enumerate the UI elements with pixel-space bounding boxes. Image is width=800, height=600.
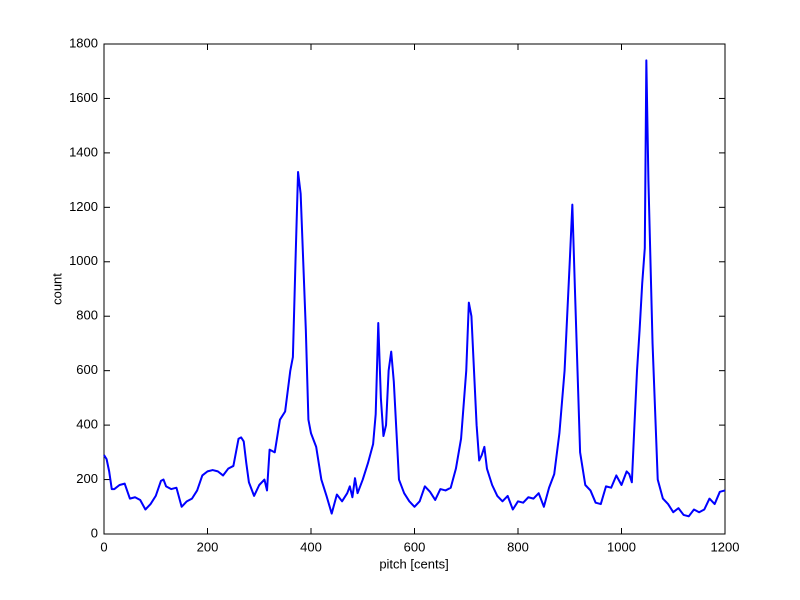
plot-area [103,43,726,535]
x-tick-label: 800 [507,539,529,554]
x-tick-label: 600 [404,539,426,554]
x-axis-label: pitch [cents] [379,556,448,571]
y-tick-label: 0 [91,525,98,540]
y-tick-label: 1800 [69,35,98,50]
y-tick-label: 200 [76,471,98,486]
x-tick-label: 200 [197,539,219,554]
y-tick-label: 1000 [69,253,98,268]
y-tick-label: 600 [76,362,98,377]
data-line [103,59,726,518]
y-tick-label: 1200 [69,199,98,214]
y-axis-label: count [49,273,64,305]
y-tick-label: 1600 [69,90,98,105]
y-tick-label: 1400 [69,144,98,159]
x-tick-label: 1000 [607,539,636,554]
x-tick-label: 400 [300,539,322,554]
y-tick-label: 400 [76,417,98,432]
y-tick-label: 800 [76,308,98,323]
x-tick-label: 0 [100,539,107,554]
x-tick-label: 1200 [711,539,740,554]
